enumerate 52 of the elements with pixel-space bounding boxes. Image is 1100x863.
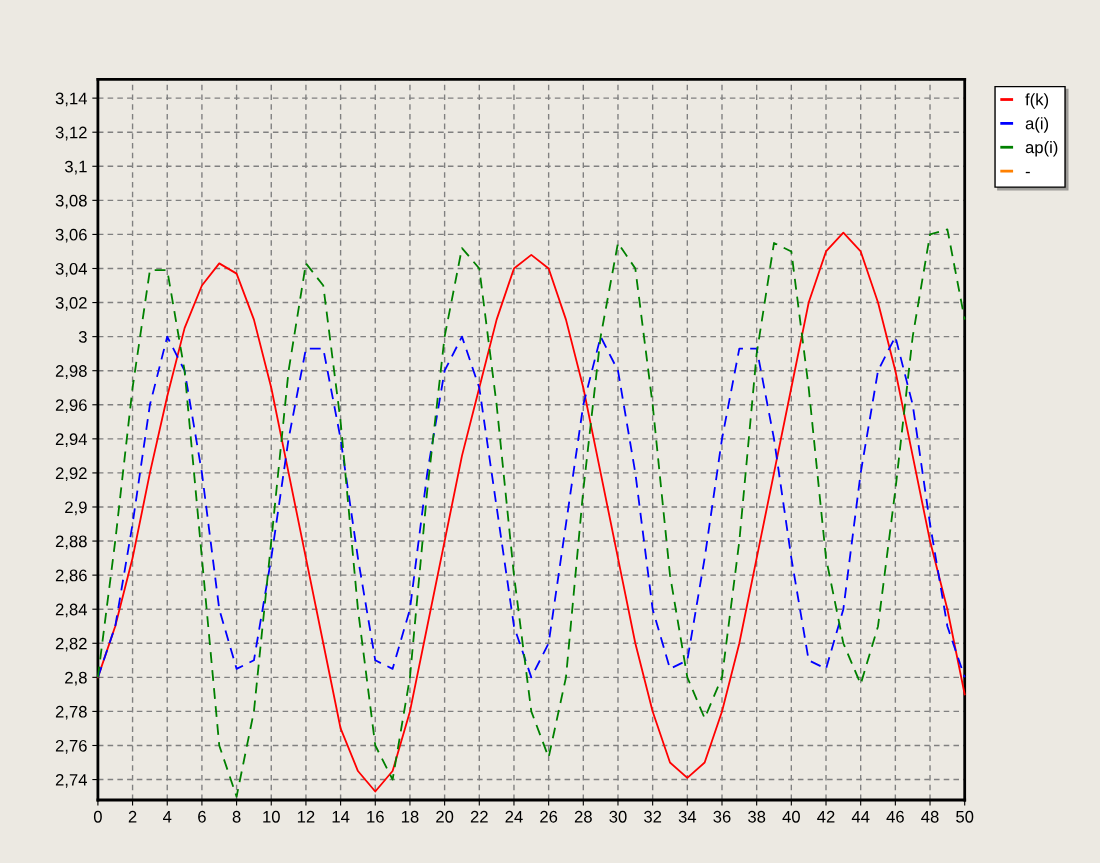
y-tick-label: 2,76 [55,739,87,754]
x-tick-label: 22 [470,810,488,823]
y-tick-label: 2,94 [55,433,87,448]
y-tick-label: 3,08 [55,194,87,209]
y-tick-label: 3,02 [55,296,87,311]
x-tick-label: 18 [401,810,419,823]
x-tick-label: 44 [851,811,870,823]
y-tick-label: 2,86 [55,569,87,584]
x-tick-label: 38 [748,810,766,823]
x-tick-label: 10 [263,810,280,823]
x-tick-label: 30 [609,810,627,823]
line-series [96,335,966,679]
x-tick-label: 14 [332,811,350,823]
x-tick-label: 0 [93,810,102,823]
y-tick-label: 2,78 [55,705,87,720]
x-tick-label: 36 [713,810,731,823]
y-tick-label: 3,12 [55,126,87,141]
legend-label: ap(i) [1025,141,1058,157]
y-tick-label: 3,14 [55,92,87,107]
x-tick-label: 12 [297,810,315,823]
x-tick-label: 46 [886,810,904,823]
x-tick-label: 2 [128,810,137,823]
x-tick-label: 32 [644,810,662,823]
x-tick-label: 40 [782,810,800,823]
x-tick-label: 20 [436,810,454,823]
x-tick-label: 50 [956,810,974,823]
y-tick-label: 2,88 [55,535,87,550]
x-tick-label: 8 [232,810,241,823]
y-tick-label: 2,82 [55,637,87,652]
x-tick-label: 24 [505,810,523,823]
y-tick-label: 2,98 [55,365,87,379]
y-tick-label: 3,1 [64,160,87,175]
x-tick-label: 34 [678,810,697,823]
y-tick-label: 2,8 [65,671,87,686]
y-tick-label: 3,06 [55,228,87,243]
y-tick-label: 2,84 [55,603,87,618]
x-tick-label: 28 [574,810,592,823]
x-tick-label: 16 [367,810,384,823]
y-tick-label: 3,04 [55,262,87,277]
y-tick-label: 2,96 [55,399,87,413]
legend-label: - [1025,171,1030,174]
legend-label: a(i) [1025,117,1049,133]
y-tick-label: 3 [78,331,87,343]
x-tick-label: 26 [540,810,558,823]
x-tick-label: 42 [817,810,835,823]
legend-label: f(k) [1025,93,1049,109]
x-tick-label: 6 [198,810,206,823]
y-tick-label: 2,9 [65,501,87,516]
x-tick-label: 4 [162,811,172,823]
y-tick-label: 2,74 [55,773,87,788]
y-tick-label: 2,92 [55,467,87,482]
x-tick-label: 48 [921,810,939,823]
